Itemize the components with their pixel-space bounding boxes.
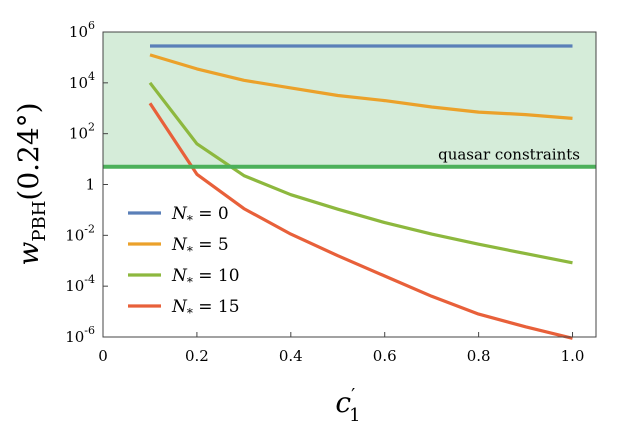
y-tick-label-6: 10-6	[65, 324, 95, 346]
x-tick-label-1: 0.2	[185, 347, 209, 365]
y-tick-label-2: 102	[69, 121, 95, 143]
x-axis: 0 0.2 0.4 0.6 0.8 1.0	[98, 332, 584, 365]
y-tick-label-3: 1	[85, 176, 95, 194]
y-tick-label-5: 10-4	[65, 273, 95, 295]
y-axis: 106 104 102 1 10-2 10-4 10-6	[65, 19, 108, 346]
legend-label-3: N* = 15	[171, 297, 240, 320]
legend-label-1: N* = 5	[171, 235, 229, 258]
y-tick-label-4: 10-2	[65, 222, 95, 244]
legend-label-2: N* = 10	[171, 266, 240, 289]
series-layer	[148, 44, 573, 340]
legend: N* = 0 N* = 5 N* = 10 N* = 15	[128, 204, 240, 320]
x-tick-label-4: 0.8	[467, 347, 491, 365]
y-axis-title: wPBH(0.24°)	[12, 102, 50, 265]
y-tick-label-0: 106	[69, 19, 95, 41]
quasar-constraints-annotation: quasar constraints	[438, 146, 580, 164]
quasar-constraint-region	[103, 32, 596, 167]
x-tick-label-3: 0.6	[373, 347, 397, 365]
legend-label-0: N* = 0	[171, 204, 229, 227]
series-line-2	[148, 81, 573, 265]
x-axis-title: c′ 1	[335, 385, 360, 426]
x-tick-label-2: 0.4	[279, 347, 303, 365]
x-tick-label-0: 0	[98, 347, 108, 365]
series-line-3	[148, 102, 573, 340]
series-line-1	[149, 53, 573, 120]
y-tick-label-1: 104	[69, 70, 95, 92]
x-tick-label-5: 1.0	[561, 347, 585, 365]
